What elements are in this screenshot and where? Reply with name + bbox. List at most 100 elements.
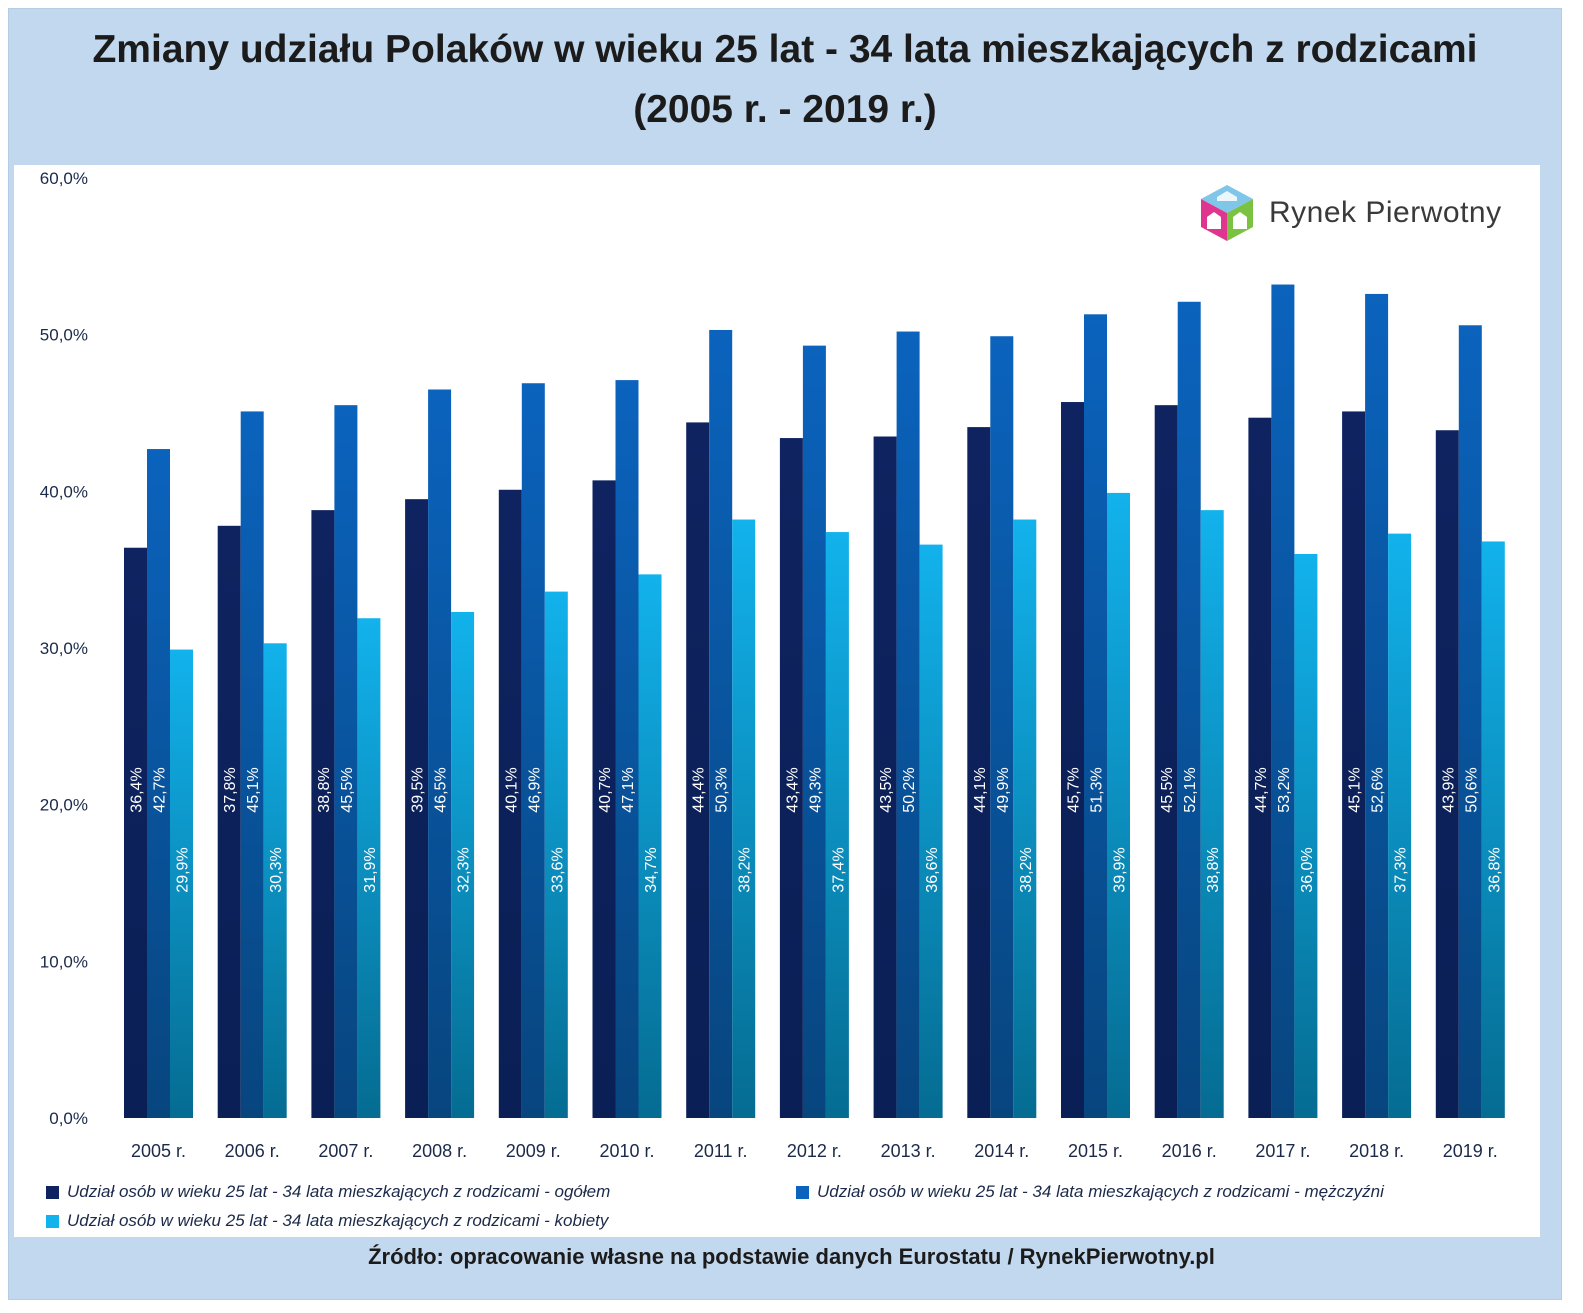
legend-item-kobiety: Udział osób w wieku 25 lat - 34 lata mie… bbox=[46, 1211, 608, 1231]
legend: Udział osób w wieku 25 lat - 34 lata mie… bbox=[46, 1180, 1546, 1240]
y-axis: 0,0% 10,0% 20,0% 30,0% 40,0% 50,0% 60,0% bbox=[40, 169, 88, 1128]
bar-mezczyzni-2012 bbox=[802, 345, 826, 1119]
bar-ogolem-2011 bbox=[686, 422, 710, 1118]
bar-ogolem-2007 bbox=[311, 510, 335, 1119]
bar-label-ogolem: 45,5% bbox=[1159, 767, 1176, 812]
chart-title: Zmiany udziału Polaków w wieku 25 lat - … bbox=[92, 28, 1478, 131]
x-tick-label: 2016 r. bbox=[1162, 1141, 1217, 1161]
bar-label-kobiety: 39,9% bbox=[1112, 847, 1129, 892]
bar-label-kobiety: 29,9% bbox=[175, 847, 192, 892]
bars bbox=[124, 284, 1505, 1119]
bar-label-mezczyzni: 46,5% bbox=[433, 767, 450, 812]
bar-mezczyzni-2014 bbox=[990, 336, 1014, 1118]
bar-label-kobiety: 30,3% bbox=[268, 847, 285, 892]
x-tick-label: 2013 r. bbox=[881, 1141, 936, 1161]
bar-label-mezczyzni: 49,9% bbox=[995, 767, 1012, 812]
bar-label-ogolem: 36,4% bbox=[129, 767, 146, 812]
bar-label-ogolem: 44,4% bbox=[691, 767, 708, 812]
bar-label-ogolem: 40,7% bbox=[597, 767, 614, 812]
bar-ogolem-2013 bbox=[873, 436, 897, 1118]
x-tick-label: 2015 r. bbox=[1068, 1141, 1123, 1161]
bar-ogolem-2018 bbox=[1342, 411, 1366, 1118]
bar-ogolem-2009 bbox=[498, 489, 522, 1118]
source-note: Źródło: opracowanie własne na podstawie … bbox=[368, 1244, 1215, 1269]
bar-mezczyzni-2009 bbox=[521, 383, 545, 1118]
bar-label-ogolem: 39,5% bbox=[410, 767, 427, 812]
logo-cube-icon bbox=[1201, 185, 1253, 241]
bar-label-mezczyzni: 53,2% bbox=[1276, 767, 1293, 812]
x-tick-label: 2006 r. bbox=[225, 1141, 280, 1161]
bar-label-ogolem: 38,8% bbox=[316, 767, 333, 812]
bar-mezczyzni-2016 bbox=[1177, 301, 1201, 1118]
y-tick-label: 20,0% bbox=[40, 796, 88, 815]
bar-kobiety-2017 bbox=[1294, 554, 1318, 1118]
x-tick-label: 2017 r. bbox=[1255, 1141, 1310, 1161]
x-tick-label: 2011 r. bbox=[694, 1141, 748, 1161]
bar-ogolem-2017 bbox=[1248, 417, 1272, 1118]
logo: Rynek Pierwotny bbox=[1195, 178, 1525, 248]
bar-label-kobiety: 31,9% bbox=[362, 847, 379, 892]
bar-mezczyzni-2005 bbox=[147, 449, 170, 1118]
bar-kobiety-2005 bbox=[170, 649, 193, 1118]
legend-item-ogolem: Udział osób w wieku 25 lat - 34 lata mie… bbox=[46, 1182, 610, 1202]
bar-label-mezczyzni: 42,7% bbox=[152, 767, 169, 812]
bar-label-kobiety: 37,3% bbox=[1393, 847, 1410, 892]
bar-mezczyzni-2007 bbox=[334, 405, 358, 1119]
y-tick-label: 10,0% bbox=[40, 952, 88, 971]
bar-labels: 36,4% 42,7% 29,9% 37,8% 45,1% 30,3% 38,8% 45,5%… bbox=[129, 767, 1504, 892]
x-tick-label: 2012 r. bbox=[787, 1141, 842, 1161]
x-axis: 2005 r. 2006 r. 2007 r. 2008 r. 2009 r. 2010 … bbox=[131, 1141, 1498, 1161]
bar-mezczyzni-2011 bbox=[709, 329, 733, 1118]
bar-ogolem-2019 bbox=[1435, 430, 1459, 1118]
bar-kobiety-2016 bbox=[1200, 510, 1224, 1119]
bar-kobiety-2018 bbox=[1388, 533, 1412, 1118]
bar-label-ogolem: 44,1% bbox=[972, 767, 989, 812]
bar-label-ogolem: 43,5% bbox=[878, 767, 895, 812]
y-tick-label: 50,0% bbox=[40, 326, 88, 345]
bar-mezczyzni-2018 bbox=[1365, 293, 1389, 1118]
bar-mezczyzni-2010 bbox=[615, 380, 639, 1119]
bar-kobiety-2011 bbox=[732, 519, 756, 1118]
bar-label-kobiety: 32,3% bbox=[456, 847, 473, 892]
bar-ogolem-2008 bbox=[405, 499, 429, 1119]
bar-mezczyzni-2015 bbox=[1084, 314, 1107, 1118]
bar-kobiety-2006 bbox=[263, 643, 287, 1118]
bar-label-kobiety: 36,6% bbox=[924, 847, 941, 892]
bar-ogolem-2010 bbox=[592, 480, 616, 1118]
x-tick-label: 2007 r. bbox=[318, 1141, 373, 1161]
bar-ogolem-2006 bbox=[217, 525, 241, 1118]
legend-swatch-ogolem bbox=[46, 1185, 59, 1199]
bar-label-mezczyzni: 52,6% bbox=[1370, 767, 1387, 812]
bar-label-mezczyzni: 45,5% bbox=[339, 767, 356, 812]
bar-mezczyzni-2019 bbox=[1458, 325, 1482, 1118]
bar-kobiety-2010 bbox=[638, 574, 662, 1118]
bar-label-mezczyzni: 50,6% bbox=[1463, 767, 1480, 812]
x-tick-label: 2010 r. bbox=[599, 1141, 654, 1161]
x-tick-label: 2009 r. bbox=[506, 1141, 561, 1161]
bar-label-mezczyzni: 51,3% bbox=[1089, 767, 1106, 812]
bar-label-ogolem: 37,8% bbox=[222, 767, 239, 812]
logo-text: Rynek Pierwotny bbox=[1269, 196, 1502, 229]
bar-label-mezczyzni: 47,1% bbox=[620, 767, 637, 812]
bar-label-kobiety: 38,2% bbox=[737, 847, 754, 892]
legend-swatch-kobiety bbox=[46, 1214, 59, 1228]
bar-ogolem-2014 bbox=[967, 427, 991, 1119]
y-tick-label: 60,0% bbox=[40, 169, 88, 188]
bar-ogolem-2015 bbox=[1061, 402, 1084, 1118]
bar-label-kobiety: 33,6% bbox=[549, 847, 566, 892]
bar-kobiety-2007 bbox=[357, 618, 381, 1118]
bar-kobiety-2012 bbox=[825, 532, 849, 1118]
bar-label-ogolem: 44,7% bbox=[1253, 767, 1270, 812]
y-tick-label: 0,0% bbox=[49, 1109, 88, 1128]
x-tick-label: 2008 r. bbox=[412, 1141, 467, 1161]
bar-kobiety-2008 bbox=[451, 611, 475, 1118]
bar-label-kobiety: 36,8% bbox=[1486, 847, 1503, 892]
legend-label-mezczyzni: Udział osób w wieku 25 lat - 34 lata mie… bbox=[817, 1182, 1384, 1201]
bar-label-ogolem: 43,4% bbox=[784, 767, 801, 812]
bar-mezczyzni-2013 bbox=[896, 331, 920, 1118]
bar-label-mezczyzni: 50,3% bbox=[714, 767, 731, 812]
x-tick-label: 2019 r. bbox=[1443, 1141, 1498, 1161]
legend-swatch-mezczyzni bbox=[796, 1185, 809, 1199]
bar-mezczyzni-2017 bbox=[1271, 284, 1295, 1118]
